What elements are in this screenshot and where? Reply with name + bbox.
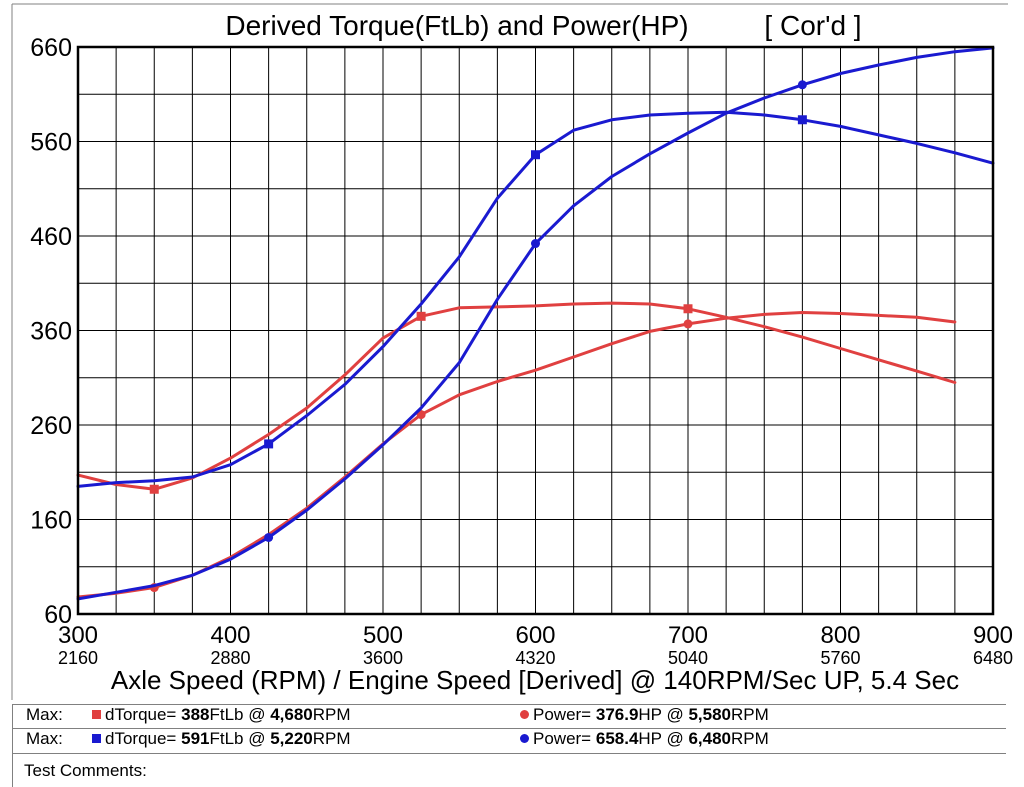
summary-max-label: Max: bbox=[26, 729, 63, 748]
series-line bbox=[76, 301, 957, 491]
series-marker-square bbox=[531, 150, 540, 160]
x-tick-label: 600 bbox=[515, 622, 555, 649]
blue-circle-marker-icon bbox=[520, 734, 529, 743]
series-marker-circle bbox=[683, 319, 693, 329]
x-tick-label: 400 bbox=[210, 622, 250, 649]
test-comments: Test Comments: bbox=[24, 760, 1004, 782]
series-marker-square bbox=[149, 484, 159, 494]
series-marker-circle bbox=[531, 239, 540, 249]
summary-row-blue: Max: dTorque= 591FtLb @ 5,220RPM Power= … bbox=[26, 728, 1006, 750]
x-tick-label: 900 bbox=[973, 622, 1013, 649]
chart-series bbox=[76, 46, 995, 601]
x-tick-engine-label: 5760 bbox=[820, 648, 860, 668]
summary-divider-mid bbox=[12, 728, 1006, 729]
y-tick-label: 60 bbox=[44, 601, 72, 629]
x-tick-label: 800 bbox=[820, 622, 860, 649]
red-circle-marker-icon bbox=[520, 710, 529, 719]
test-comments-label: Test Comments: bbox=[24, 761, 147, 780]
dyno-chart: Derived Torque(FtLb) and Power(HP) [ Cor… bbox=[11, 3, 1013, 700]
x-tick-engine-label: 2880 bbox=[210, 648, 250, 668]
summary-divider-bottom bbox=[12, 753, 1006, 754]
summary-torque-blue: dTorque= 591FtLb @ 5,220RPM bbox=[92, 728, 351, 750]
blue-square-marker-icon bbox=[92, 734, 101, 743]
y-tick-label: 660 bbox=[30, 34, 72, 62]
red-square-marker-icon bbox=[92, 710, 101, 719]
series-marker-circle bbox=[416, 410, 426, 420]
x-axis-label: Axle Speed (RPM) / Engine Speed [Derived… bbox=[111, 665, 959, 695]
y-axis-ticks: 660 560 460 360 260 160 60 bbox=[30, 34, 72, 629]
y-tick-label: 460 bbox=[30, 223, 72, 251]
x-tick-engine-label: 3600 bbox=[363, 648, 403, 668]
y-tick-label: 360 bbox=[30, 318, 72, 346]
x-tick-engine-label: 2160 bbox=[58, 648, 98, 668]
x-tick-label: 300 bbox=[58, 622, 98, 649]
summary-row-red: Max: dTorque= 388FtLb @ 4,680RPM Power= … bbox=[26, 704, 1006, 726]
x-tick-engine-label: 4320 bbox=[515, 648, 555, 668]
series-marker-square bbox=[416, 311, 426, 321]
x-tick-engine-label: 5040 bbox=[668, 648, 708, 668]
series-marker-circle bbox=[797, 80, 807, 90]
summary-max-label: Max: bbox=[26, 705, 63, 724]
chart-title: Derived Torque(FtLb) and Power(HP) bbox=[225, 10, 688, 41]
summary-power-blue: Power= 658.4HP @ 6,480RPM bbox=[520, 728, 769, 750]
x-tick-engine-label: 6480 bbox=[973, 648, 1013, 668]
series-marker-square bbox=[683, 304, 693, 314]
x-tick-label: 500 bbox=[363, 622, 403, 649]
summary-left-border bbox=[12, 704, 13, 787]
y-tick-label: 160 bbox=[30, 507, 72, 535]
summary-power-red: Power= 376.9HP @ 5,580RPM bbox=[520, 704, 769, 726]
series-marker-circle bbox=[264, 532, 274, 542]
summary-divider-top bbox=[12, 704, 1006, 705]
chart-grid bbox=[78, 47, 993, 614]
x-tick-label: 700 bbox=[668, 622, 708, 649]
series-line bbox=[76, 311, 957, 599]
y-tick-label: 560 bbox=[30, 129, 72, 157]
series-marker-square bbox=[797, 115, 807, 125]
chart-title-tag: [ Cor'd ] bbox=[764, 10, 861, 41]
plot-frame bbox=[76, 45, 995, 616]
y-tick-label: 260 bbox=[30, 412, 72, 440]
summary-torque-red: dTorque= 388FtLb @ 4,680RPM bbox=[92, 704, 351, 726]
series-marker-square bbox=[264, 439, 274, 449]
